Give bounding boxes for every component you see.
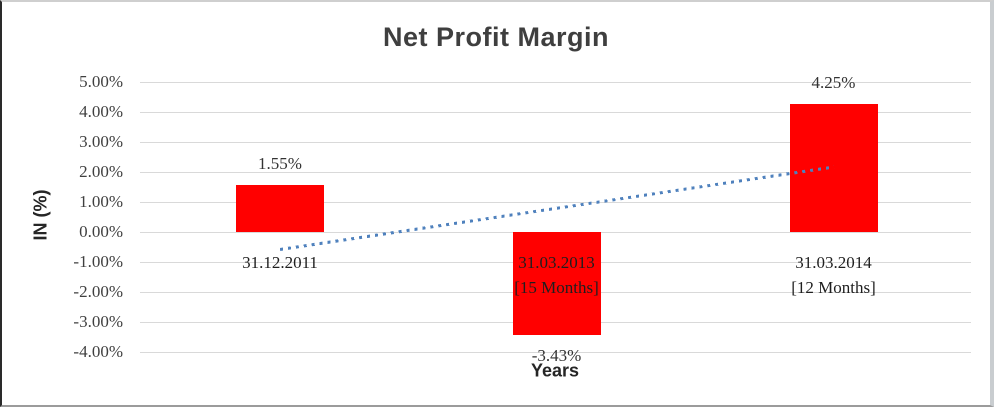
y-tick-label: -4.00% (73, 342, 123, 362)
gridline (140, 171, 971, 173)
data-label: -3.43% (531, 346, 582, 366)
y-axis-title: IN (%) (30, 189, 51, 241)
y-tick-label: 0.00% (79, 222, 123, 241)
gridline (140, 201, 971, 203)
y-tick-label: -2.00% (73, 282, 123, 302)
gridline (140, 141, 971, 143)
chart-title: Net Profit Margin (382, 22, 609, 52)
bar-2[interactable] (512, 232, 601, 336)
y-tick-label: 2.00% (79, 161, 123, 181)
category-label: 31.12.2011 (242, 253, 318, 272)
y-tick-label: -1.00% (73, 252, 123, 272)
category-label: 31.03.2014 [12 Months] (791, 253, 876, 297)
category-label: 31.03.2013 [15 Months] (514, 253, 599, 297)
data-label: 1.55% (258, 154, 302, 174)
x-axis-title: Years (530, 360, 580, 381)
bar-1[interactable] (236, 185, 324, 232)
gridline (140, 81, 971, 83)
gridline (140, 111, 971, 113)
y-tick-label: 4.00% (79, 101, 123, 121)
y-tick-label: 5.00% (79, 71, 123, 91)
y-tick-label: -3.00% (73, 312, 123, 332)
data-label: 4.25% (811, 73, 856, 93)
y-tick-label: 1.00% (79, 191, 123, 211)
y-tick-label: 3.00% (79, 131, 123, 151)
gridline (140, 352, 971, 354)
